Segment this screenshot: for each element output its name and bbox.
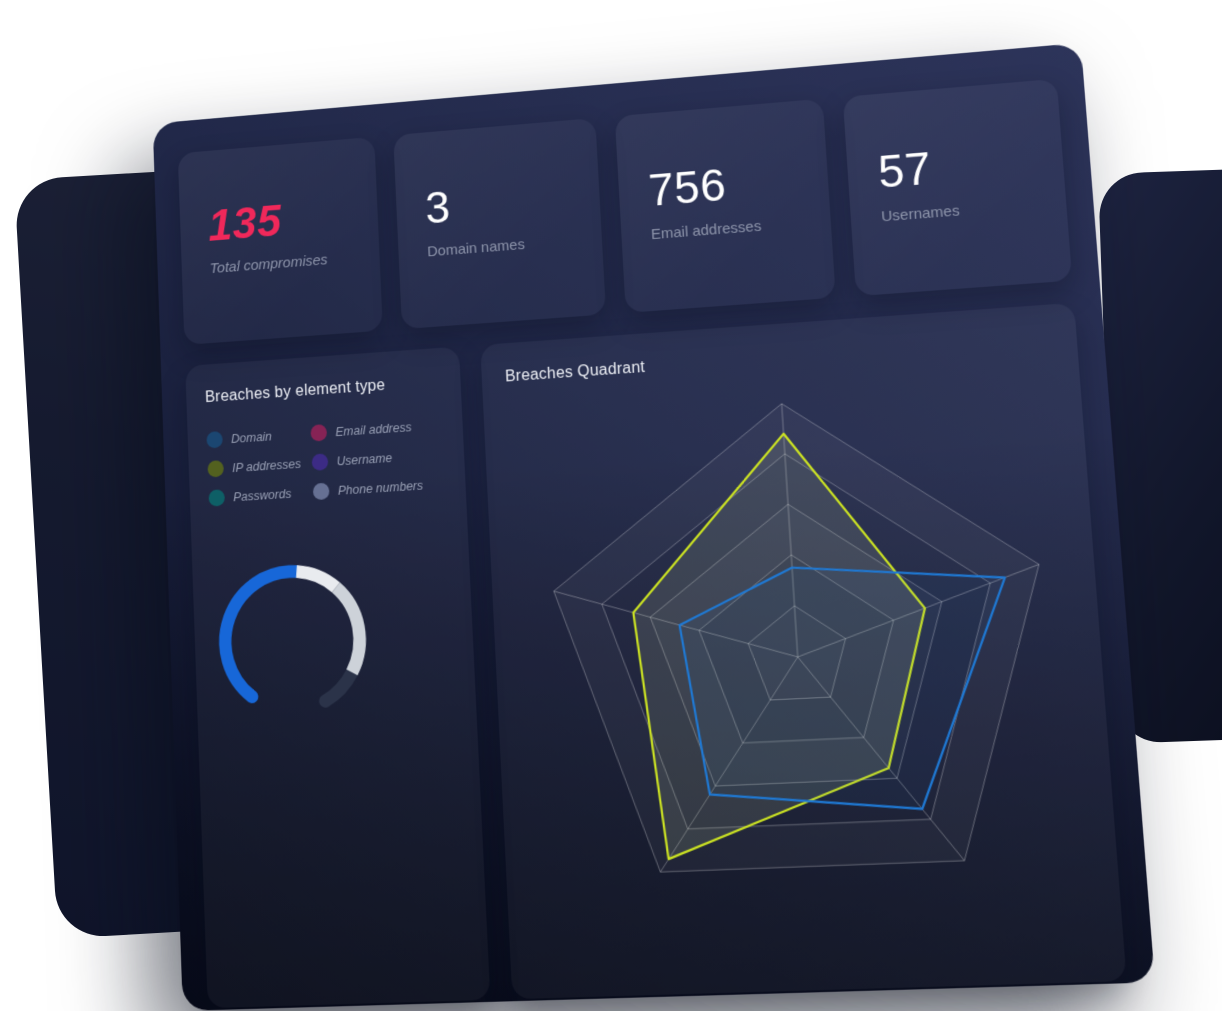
stat-label: Domain names <box>426 236 526 261</box>
stat-label: Email addresses <box>650 217 762 244</box>
stat-card-domain-names: 3 Domain names <box>393 117 607 330</box>
legend-item-phone-numbers[interactable]: Phone numbers <box>312 475 447 501</box>
legend-item-passwords[interactable]: Passwords <box>208 484 311 507</box>
username-legend-dot <box>311 453 329 471</box>
legend-label: IP addresses <box>231 456 302 475</box>
legend-label: Phone numbers <box>337 478 424 498</box>
legend-item-email-address[interactable]: Email address <box>310 416 443 442</box>
stat-card-usernames: 57 Usernames <box>842 78 1073 297</box>
stat-value: 57 <box>876 142 934 198</box>
stat-label: Usernames <box>880 202 961 226</box>
stat-card-total-compromises: 135 Total compromises <box>177 136 383 345</box>
legend-label: Email address <box>335 419 412 439</box>
passwords-legend-dot <box>208 489 226 507</box>
dashboard-panel: 135 Total compromises 3 Domain names 756… <box>152 42 1156 1011</box>
stat-value: 135 <box>207 195 283 251</box>
legend-label: Domain <box>230 429 273 446</box>
stats-row: 135 Total compromises 3 Domain names 756… <box>177 78 1073 345</box>
charts-row: Breaches by element type Domain Email ad… <box>185 302 1127 1009</box>
legend-label: Username <box>336 450 393 468</box>
legend-label: Passwords <box>233 486 292 504</box>
stat-card-email-addresses: 756 Email addresses <box>614 98 836 313</box>
breach-type-legend: Domain Email address IP addresses Userna… <box>206 416 447 507</box>
stat-value: 756 <box>647 158 728 216</box>
legend-item-domain[interactable]: Domain <box>206 425 309 449</box>
breach-type-gauge-chart <box>201 545 385 737</box>
card-title: Breaches by element type <box>204 377 386 407</box>
breaches-quadrant-radar-chart <box>480 303 1126 999</box>
breaches-by-element-type-card: Breaches by element type Domain Email ad… <box>185 346 491 1009</box>
legend-item-ip-addresses[interactable]: IP addresses <box>207 454 310 478</box>
stat-label: Total compromises <box>209 251 328 277</box>
phone-numbers-legend-dot <box>312 482 330 501</box>
page: { "stat_cards": [ { "value": "135", "lab… <box>14 42 1222 1011</box>
email-address-legend-dot <box>310 424 328 442</box>
stat-value: 3 <box>424 181 452 234</box>
domain-legend-dot <box>206 431 223 449</box>
breaches-quadrant-card: Breaches Quadrant <box>480 302 1127 1000</box>
ip-addresses-legend-dot <box>207 460 224 478</box>
legend-item-username[interactable]: Username <box>311 446 445 471</box>
